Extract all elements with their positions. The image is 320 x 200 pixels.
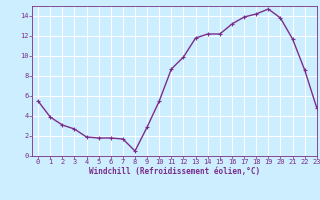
X-axis label: Windchill (Refroidissement éolien,°C): Windchill (Refroidissement éolien,°C) xyxy=(89,167,260,176)
